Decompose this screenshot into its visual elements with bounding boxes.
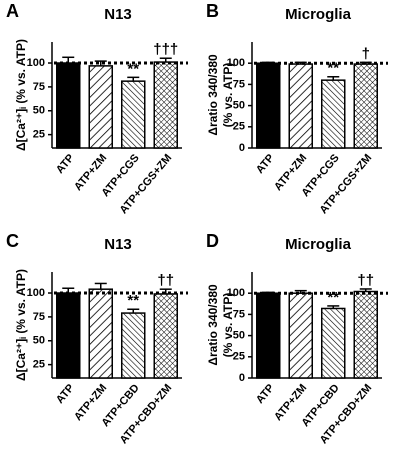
significance-label: **	[327, 289, 339, 306]
y-tick-label: 100	[227, 287, 245, 299]
x-tick-label: ATP	[254, 382, 277, 406]
significance-label: **	[127, 292, 139, 309]
panel-label: A	[6, 1, 19, 21]
panel-label: C	[6, 231, 19, 251]
chart-title: N13	[104, 6, 132, 23]
bar	[56, 62, 81, 149]
y-tick-label: 25	[33, 359, 45, 371]
y-tick-label: 25	[33, 129, 45, 141]
chart-title: Microglia	[285, 6, 352, 23]
bar	[88, 65, 113, 149]
y-axis-label: Δ[Ca²⁺]ᵢ (% vs. ATP)	[14, 269, 28, 381]
significance-label: ††	[157, 272, 174, 289]
bar	[153, 293, 178, 379]
chart-title: N13	[104, 236, 132, 253]
bar	[256, 292, 281, 379]
x-tick-label: ATP	[54, 152, 77, 176]
y-tick-label: 25	[233, 121, 245, 133]
x-tick-label: ATP	[254, 152, 277, 176]
y-tick-label: 0	[239, 372, 245, 384]
chart-panel: B Microglia Δratio 340/380 (% vs. ATP) 0 25 50…	[206, 1, 388, 216]
significance-label: †	[362, 45, 370, 62]
y-tick-label: 75	[233, 308, 245, 320]
panel-label: B	[206, 1, 219, 21]
y-tick-label: 100	[227, 57, 245, 69]
y-tick-label: 50	[33, 105, 45, 117]
y-axis-label: Δ[Ca²⁺]ᵢ (% vs. ATP)	[14, 39, 28, 151]
bar	[56, 292, 81, 379]
significance-label: ††	[357, 272, 374, 289]
bar	[153, 61, 178, 149]
x-tick-label: ATP	[54, 382, 77, 406]
significance-label: **	[127, 60, 139, 77]
bar	[288, 292, 313, 379]
y-tick-label: 0	[239, 142, 245, 154]
y-tick-label: 100	[27, 57, 45, 69]
bar	[321, 307, 346, 379]
y-axis-label: Δratio 340/380	[206, 54, 220, 136]
y-tick-label: 75	[33, 81, 45, 93]
panel-label: D	[206, 231, 219, 251]
bar	[121, 80, 146, 149]
significance-label: †††	[153, 41, 178, 58]
y-tick-label: 25	[233, 351, 245, 363]
y-tick-label: 50	[233, 330, 245, 342]
y-tick-label: 75	[233, 78, 245, 90]
y-tick-label: 100	[27, 287, 45, 299]
chart-panel: D Microglia Δratio 340/380 (% vs. ATP) 0 25 50…	[206, 231, 388, 446]
y-axis-label: (% vs. ATP)	[221, 63, 235, 128]
bar	[321, 79, 346, 149]
bar	[256, 62, 281, 149]
chart-title: Microglia	[285, 236, 352, 253]
bar	[353, 63, 378, 149]
bar	[353, 290, 378, 379]
bar	[288, 63, 313, 149]
bar	[121, 312, 146, 379]
y-tick-label: 50	[233, 100, 245, 112]
significance-label: **	[327, 60, 339, 77]
y-tick-label: 75	[33, 311, 45, 323]
y-axis-label: (% vs. ATP)	[221, 293, 235, 358]
bar	[88, 288, 113, 379]
y-axis-label: Δratio 340/380	[206, 284, 220, 366]
y-tick-label: 50	[33, 335, 45, 347]
